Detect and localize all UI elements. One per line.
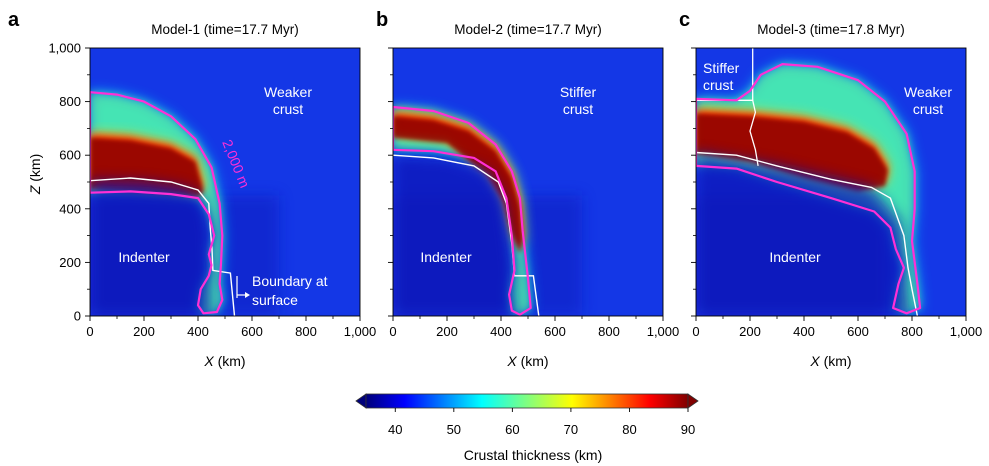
x-tick-label: 800	[901, 324, 923, 339]
x-tick-label: 400	[793, 324, 815, 339]
panel-letter: c	[679, 9, 690, 31]
x-tick-label: 800	[295, 324, 317, 339]
panel-title: Model-2 (time=17.7 Myr)	[454, 22, 601, 37]
label-crust: crust	[563, 101, 593, 117]
y-tick-label: 600	[59, 148, 81, 163]
label-indenter: Indenter	[420, 249, 472, 265]
x-tick-label: 600	[241, 324, 263, 339]
colorbar-tick-label: 60	[505, 422, 519, 437]
contour-2000m	[696, 62, 922, 315]
boundary-line	[696, 151, 919, 316]
x-tick-label: 600	[544, 324, 566, 339]
panel-title: Model-3 (time=17.8 Myr)	[757, 22, 904, 37]
label-crust: crust	[913, 101, 943, 117]
y-axis-title: Z (km)	[27, 154, 43, 195]
x-tick-label: 800	[598, 324, 620, 339]
colorbar-left-arrow	[355, 393, 367, 409]
colorbar-tick-label: 50	[447, 422, 461, 437]
thickness-halo-red	[393, 112, 523, 249]
label-crust: crust	[273, 101, 303, 117]
heatmap-field	[90, 48, 360, 316]
x-tick-label: 1,000	[950, 324, 983, 339]
y-axis-var: Z	[27, 185, 43, 195]
y-tick-label: 0	[74, 309, 81, 324]
panel-c: 0 200 400 600 800 1,000 X (km) Model-3 (time=17…	[679, 9, 982, 369]
panel-letter: b	[376, 9, 388, 31]
panel-title: Model-1 (time=17.7 Myr)	[151, 22, 298, 37]
x-tick-label: 0	[692, 324, 699, 339]
panels: 0 200 400 600 800 1,000 0 200 400 600 800 1,000 X (k…	[8, 9, 982, 369]
colorbar-tick-label: 40	[388, 422, 402, 437]
y-tick-label: 400	[59, 201, 81, 216]
indenter-region	[90, 180, 211, 316]
x-axis-title: X (km)	[506, 353, 548, 369]
x-axis-var: X	[506, 353, 517, 369]
label-indenter: Indenter	[769, 249, 821, 265]
label-surface: surface	[252, 292, 298, 308]
label-crust: crust	[703, 77, 733, 93]
stiff-crust-boundary	[696, 99, 759, 167]
colorbar-tick-label: 70	[564, 422, 578, 437]
label-weaker: Weaker	[264, 84, 312, 100]
x-axis-unit: (km)	[214, 353, 246, 369]
x-tick-label: 1,000	[344, 324, 377, 339]
heatmap-field	[696, 48, 966, 316]
label-stiffer: Stiffer	[703, 60, 740, 76]
x-tick-label: 400	[187, 324, 209, 339]
x-tick-label: 200	[739, 324, 761, 339]
y-tick-label: 200	[59, 255, 81, 270]
colorbar-right-arrow	[687, 393, 699, 409]
label-indenter: Indenter	[118, 249, 170, 265]
thickness-core-darkred	[696, 113, 888, 192]
label-boundary-at: Boundary at	[252, 273, 328, 289]
panel-a: 0 200 400 600 800 1,000 0 200 400 600 800 1,000 X (k…	[8, 9, 376, 369]
x-tick-label: 0	[86, 324, 93, 339]
x-axis-unit: (km)	[517, 353, 549, 369]
arrow-head	[245, 292, 250, 298]
colorbar-bar	[365, 393, 689, 409]
contour-2000m	[393, 105, 532, 316]
y-tick-label: 1,000	[48, 41, 81, 56]
x-tick-label: 200	[133, 324, 155, 339]
x-axis-var: X	[809, 353, 820, 369]
heatmap-field	[393, 48, 663, 316]
label-weaker: Weaker	[904, 84, 952, 100]
colorbar-label: Crustal thickness (km)	[464, 447, 602, 463]
y-tick-label: 800	[59, 94, 81, 109]
x-axis-title: X (km)	[809, 353, 851, 369]
x-axis-title: X (km)	[203, 353, 245, 369]
y-axis-unit: (km)	[27, 154, 43, 186]
indenter-region	[393, 155, 515, 316]
x-tick-label: 400	[490, 324, 512, 339]
x-tick-label: 200	[436, 324, 458, 339]
x-tick-label: 600	[847, 324, 869, 339]
panel-letter: a	[8, 9, 20, 31]
colorbar-ticks: 40 50 60 70 80 90	[388, 408, 695, 437]
label-stiffer: Stiffer	[560, 84, 597, 100]
x-tick-label: 0	[389, 324, 396, 339]
indenter-region	[696, 152, 910, 316]
contour-2000m	[90, 91, 224, 315]
colorbar-tick-label: 80	[622, 422, 636, 437]
x-axis-unit: (km)	[820, 353, 852, 369]
panel-b: 0 200 400 600 800 1,000 X (km) Model-2 (time=17…	[376, 9, 679, 369]
colorbar-tick-label: 90	[681, 422, 695, 437]
x-axis-var: X	[203, 353, 214, 369]
x-tick-label: 1,000	[647, 324, 680, 339]
colorbar: 40 50 60 70 80 90 Crustal thickness (km)	[355, 393, 699, 463]
thickness-core-darkred	[393, 116, 523, 253]
